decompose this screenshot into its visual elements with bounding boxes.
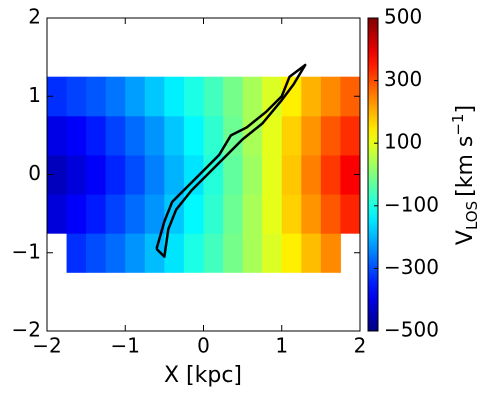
- colorbar-tick-label: 100: [384, 130, 422, 154]
- y-tick-label: 0: [28, 161, 41, 185]
- colorbar-tick-label: −500: [384, 318, 439, 342]
- heatmap-cell: [262, 233, 283, 273]
- label-close: ]: [453, 105, 478, 114]
- heatmap-cell: [144, 115, 165, 156]
- heatmap-cell: [86, 194, 107, 234]
- heatmap-cell: [223, 233, 244, 273]
- heatmap-cell: [301, 233, 322, 273]
- heatmap-cell: [125, 76, 146, 117]
- y-tick-label: −2: [12, 318, 41, 342]
- heatmap-cell: [66, 233, 87, 273]
- colorbar-tick-label: −100: [384, 192, 439, 216]
- heatmap-cell: [281, 115, 302, 156]
- x-tick-label: −1: [111, 334, 140, 358]
- heatmap-cell: [223, 76, 244, 117]
- heatmap-cell: [144, 233, 165, 273]
- heatmap-cell: [144, 76, 165, 117]
- heatmap-cell: [320, 194, 341, 234]
- label-main: V: [453, 230, 478, 245]
- heatmap-cell: [86, 115, 107, 156]
- y-tick-label: 1: [28, 83, 41, 107]
- heatmap-cell: [262, 154, 283, 195]
- heatmap-cell: [47, 154, 68, 195]
- heatmap-cell: [281, 233, 302, 273]
- y-tick-label: −1: [12, 239, 41, 263]
- heatmap-cell: [183, 115, 204, 156]
- heatmap-cell: [66, 76, 87, 117]
- heatmap-cell: [320, 233, 341, 273]
- heatmap-cell: [262, 194, 283, 234]
- heatmap-cell: [105, 154, 126, 195]
- x-tick-label: 2: [354, 334, 367, 358]
- heatmap-cell: [66, 154, 87, 195]
- heatmap-cell: [86, 154, 107, 195]
- heatmap-cell: [242, 194, 263, 234]
- heatmap-cell: [144, 154, 165, 195]
- heatmap-cell: [105, 194, 126, 234]
- heatmap-cell: [105, 115, 126, 156]
- heatmap-cell: [125, 154, 146, 195]
- heatmap-cell: [281, 194, 302, 234]
- heatmap-cell: [203, 194, 224, 234]
- heatmap-cell: [340, 76, 361, 117]
- heatmap-cell: [47, 76, 68, 117]
- label-sub: LOS: [463, 201, 481, 230]
- colorbar-tick-label: 500: [384, 5, 422, 29]
- heatmap-cell: [203, 233, 224, 273]
- heatmap-cell: [125, 115, 146, 156]
- heatmap-cell: [301, 194, 322, 234]
- heatmap-cell: [125, 194, 146, 234]
- heatmap-cell: [105, 233, 126, 273]
- heatmap-cell: [301, 76, 322, 117]
- colorbar: [367, 17, 379, 332]
- heatmap-cell: [86, 76, 107, 117]
- heatmap-cell: [320, 76, 341, 117]
- heatmap-cell: [66, 194, 87, 234]
- heatmap-cell: [320, 115, 341, 156]
- heatmap-cell: [144, 194, 165, 234]
- heatmap-cell: [281, 154, 302, 195]
- heatmap-cell: [242, 154, 263, 195]
- heatmap-cell: [340, 154, 361, 195]
- heatmap-cell: [242, 233, 263, 273]
- heatmap-cell: [223, 154, 244, 195]
- heatmap-cell: [164, 115, 185, 156]
- heatmap-cell: [86, 233, 107, 273]
- heatmap-cell: [340, 115, 361, 156]
- label-unit: [km s: [453, 136, 478, 197]
- x-axis-label: X [kpc]: [164, 363, 242, 388]
- heatmap-cell: [301, 115, 322, 156]
- heatmap-cell: [183, 76, 204, 117]
- heatmap-cell: [47, 194, 68, 234]
- heatmap-cell: [183, 233, 204, 273]
- heatmap-cell: [164, 233, 185, 273]
- heatmap-cell: [164, 154, 185, 195]
- heatmap-cell: [66, 115, 87, 156]
- plot-area: [47, 63, 361, 273]
- y-tick-label: 2: [28, 5, 41, 29]
- colorbar-tick-label: 300: [384, 67, 422, 91]
- heatmap-cell: [125, 233, 146, 273]
- x-tick-label: 0: [197, 334, 210, 358]
- heatmap-cell: [164, 76, 185, 117]
- heatmap-cell: [183, 194, 204, 234]
- heatmap-cell: [47, 115, 68, 156]
- heatmap-cell: [203, 76, 224, 117]
- heatmap-cell: [203, 115, 224, 156]
- heatmap-cell: [105, 76, 126, 117]
- label-sup: −1: [449, 114, 467, 136]
- heatmap-cell: [262, 115, 283, 156]
- x-tick-label: −2: [32, 334, 61, 358]
- contour-line: [155, 63, 307, 258]
- heatmap-cell: [223, 194, 244, 234]
- heatmap-cell: [242, 76, 263, 117]
- heatmap-cell: [340, 194, 361, 234]
- colorbar-label: VLOS [km s−1]: [449, 105, 481, 245]
- colorbar-tick-label: −300: [384, 255, 439, 279]
- heatmap-cell: [301, 154, 322, 195]
- x-tick-label: 1: [275, 334, 288, 358]
- heatmap-cell: [320, 154, 341, 195]
